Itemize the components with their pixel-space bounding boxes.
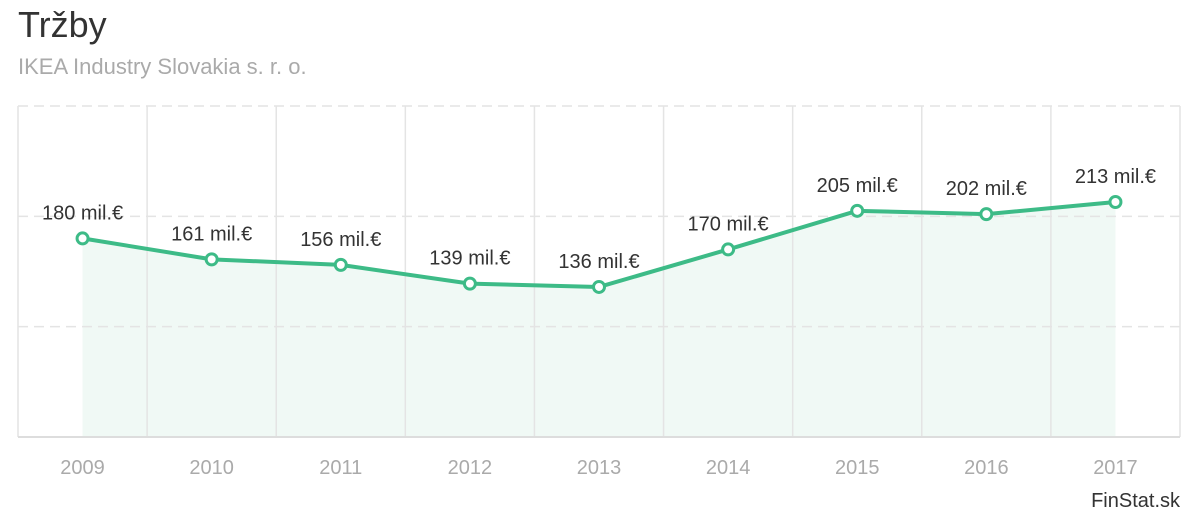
x-tick-label: 2012 — [448, 457, 493, 479]
data-label: 170 mil.€ — [688, 213, 769, 235]
data-point — [721, 242, 736, 257]
x-tick-label: 2011 — [319, 457, 362, 479]
x-tick-label: 2013 — [577, 457, 622, 479]
data-label: 156 mil.€ — [300, 229, 381, 251]
x-tick-label: 2010 — [189, 457, 234, 479]
data-label: 136 mil.€ — [558, 251, 639, 273]
x-tick-label: 2014 — [706, 457, 751, 479]
data-point — [850, 203, 865, 218]
data-label: 213 mil.€ — [1075, 166, 1156, 188]
data-label: 180 mil.€ — [42, 202, 123, 224]
data-point — [1108, 194, 1123, 209]
x-tick-label: 2015 — [835, 457, 880, 479]
data-label: 205 mil.€ — [817, 175, 898, 197]
x-tick-label: 2016 — [964, 457, 1009, 479]
page-title: Tržby — [18, 4, 107, 45]
x-tick-label: 2009 — [60, 457, 105, 479]
data-point — [979, 207, 994, 222]
company-name: IKEA Industry Slovakia s. r. o. — [18, 54, 307, 79]
x-tick-label: 2017 — [1093, 457, 1138, 479]
data-point — [592, 279, 606, 294]
data-point — [333, 257, 348, 272]
data-point — [204, 252, 219, 267]
data-label: 202 mil.€ — [946, 178, 1027, 200]
brand-watermark: FinStat.sk — [1091, 490, 1180, 512]
data-point — [462, 276, 477, 291]
data-label: 161 mil.€ — [171, 223, 252, 245]
area-fill — [82, 201, 1116, 437]
data-label: 139 mil.€ — [429, 248, 510, 270]
data-point — [75, 231, 90, 246]
